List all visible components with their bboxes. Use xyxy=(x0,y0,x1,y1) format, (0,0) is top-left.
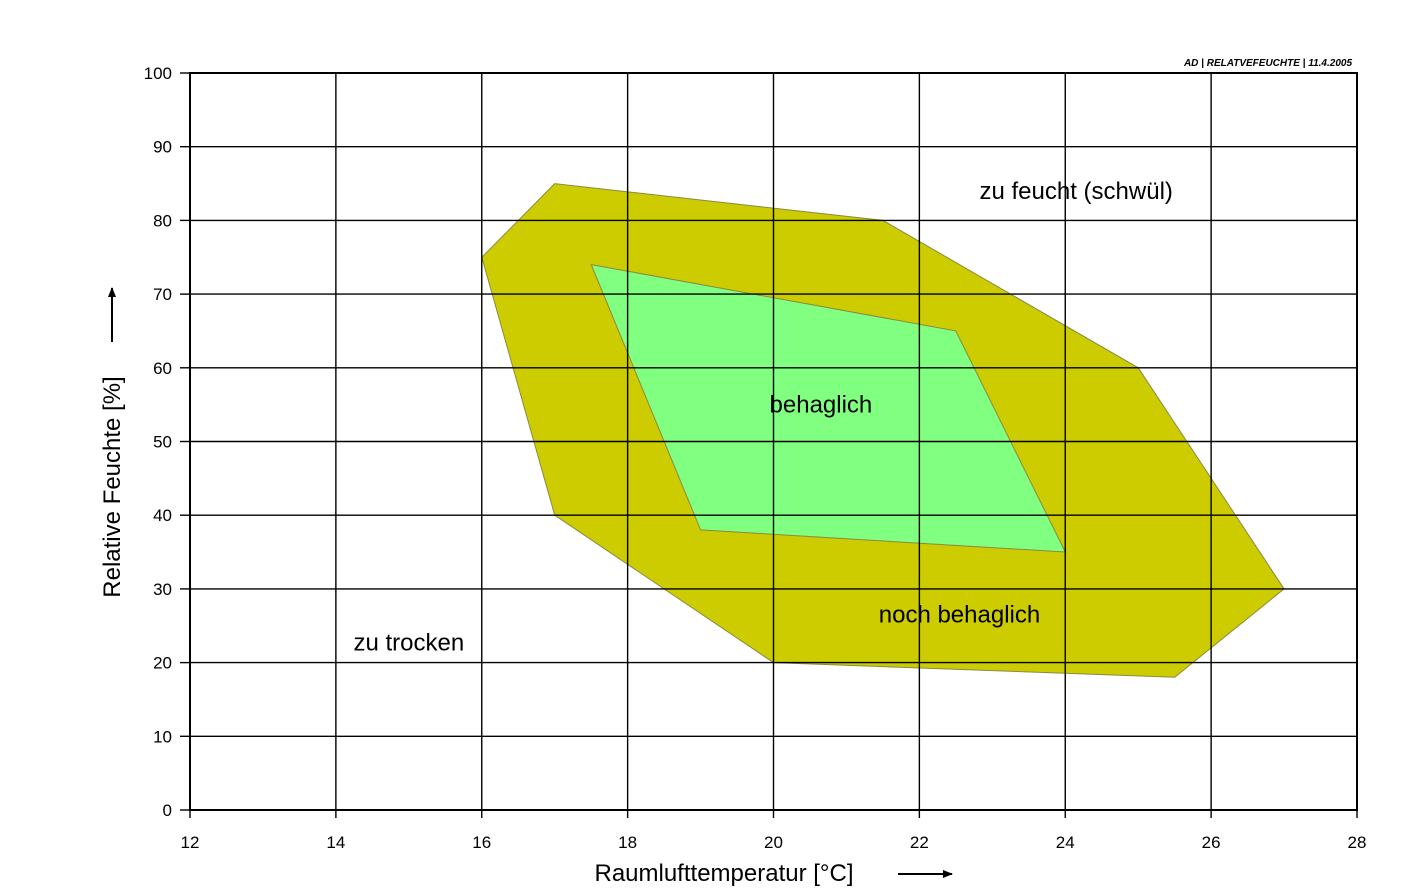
region-label: zu feucht (schwül) xyxy=(979,178,1172,205)
x-tick-label: 24 xyxy=(1056,833,1075,852)
region-label: noch behaglich xyxy=(879,602,1040,629)
x-tick-label: 26 xyxy=(1202,833,1221,852)
y-tick-label: 80 xyxy=(153,211,172,230)
y-tick-label: 0 xyxy=(163,801,172,820)
y-tick-label: 60 xyxy=(153,359,172,378)
x-tick-label: 22 xyxy=(910,833,929,852)
x-axis-title: Raumlufttemperatur [°C] xyxy=(594,860,853,887)
x-axis-ticks: 12 14 16 18 20 22 24 26 28 xyxy=(181,810,1367,852)
x-tick-label: 16 xyxy=(472,833,491,852)
y-tick-label: 50 xyxy=(153,433,172,452)
x-tick-label: 12 xyxy=(181,833,200,852)
y-tick-label: 10 xyxy=(153,727,172,746)
y-tick-label: 90 xyxy=(153,138,172,157)
x-tick-label: 18 xyxy=(618,833,637,852)
y-tick-label: 100 xyxy=(144,64,172,83)
region-label: behaglich xyxy=(770,392,873,419)
y-tick-label: 20 xyxy=(153,654,172,673)
chart-stamp: AD | RELATVEFEUCHTE | 11.4.2005 xyxy=(1183,58,1352,69)
x-tick-label: 14 xyxy=(326,833,345,852)
region-label: zu trocken xyxy=(353,630,464,657)
y-tick-label: 70 xyxy=(153,285,172,304)
grid-layer xyxy=(190,73,1357,810)
x-tick-label: 20 xyxy=(764,833,783,852)
y-axis-ticks: 0 10 20 30 40 50 60 70 80 90 100 xyxy=(144,64,190,820)
y-tick-label: 40 xyxy=(153,506,172,525)
y-tick-label: 30 xyxy=(153,580,172,599)
y-axis-title: Relative Feuchte [%] xyxy=(99,376,126,597)
x-tick-label: 28 xyxy=(1348,833,1367,852)
